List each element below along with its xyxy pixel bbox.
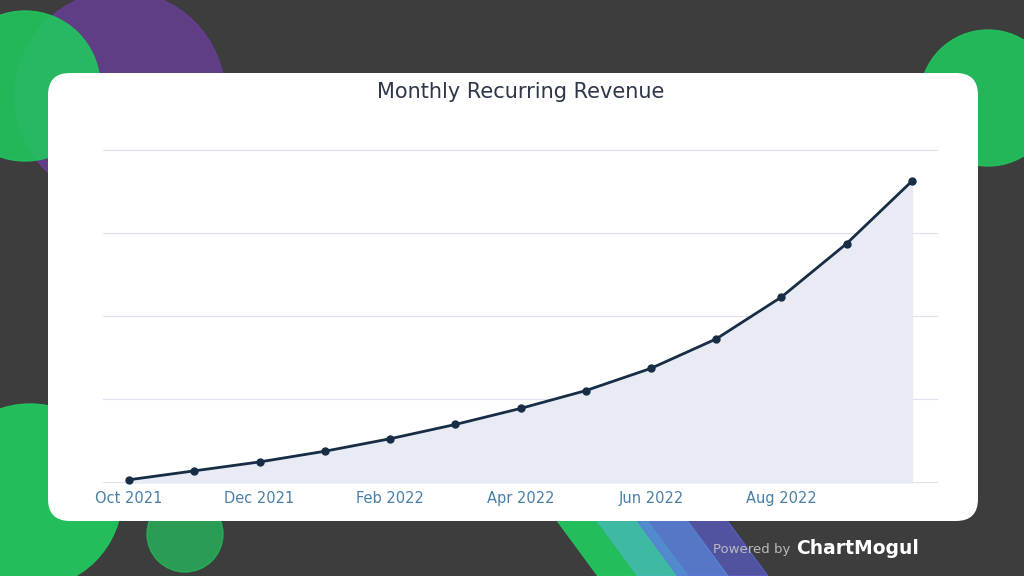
Text: ChartMogul: ChartMogul [796, 540, 919, 559]
Polygon shape [528, 481, 688, 576]
Polygon shape [568, 481, 728, 576]
Polygon shape [608, 481, 768, 576]
Text: Powered by: Powered by [713, 543, 790, 555]
Circle shape [147, 496, 223, 572]
Circle shape [0, 11, 100, 161]
Circle shape [15, 0, 225, 201]
Circle shape [920, 30, 1024, 166]
Circle shape [0, 404, 122, 576]
Title: Monthly Recurring Revenue: Monthly Recurring Revenue [377, 82, 665, 102]
FancyBboxPatch shape [48, 73, 978, 521]
